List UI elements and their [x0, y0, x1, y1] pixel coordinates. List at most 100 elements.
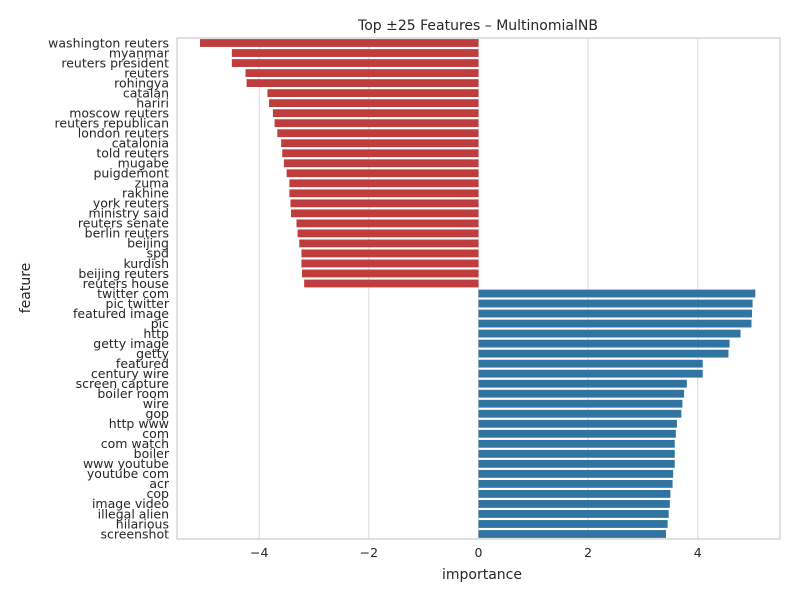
bar: [478, 409, 682, 418]
bar: [231, 59, 479, 67]
y-tick-label: pic twitter: [106, 296, 170, 311]
bar: [478, 490, 671, 498]
plot-frame: [176, 37, 781, 540]
bar: [478, 359, 703, 368]
y-tick-label: boiler: [134, 446, 170, 461]
bar: [297, 229, 479, 238]
y-tick-label: twitter com: [97, 286, 169, 301]
bar: [289, 189, 479, 198]
bar: [272, 109, 479, 118]
bar: [231, 49, 479, 57]
y-tick-label: image video: [92, 496, 169, 511]
bar: [282, 149, 479, 158]
bar: [246, 79, 479, 87]
y-tick-label: cop: [147, 486, 170, 501]
bar: [478, 500, 670, 508]
bar: [267, 89, 479, 98]
bar: [283, 159, 479, 168]
bar: [478, 530, 666, 538]
y-tick-label: getty: [136, 346, 169, 361]
y-tick-label: www youtube: [83, 456, 169, 471]
bar: [478, 389, 685, 398]
bar: [478, 419, 677, 428]
y-tick-label: http www: [109, 416, 169, 431]
y-tick-label: pic: [151, 316, 169, 331]
bar: [478, 429, 676, 438]
x-axis-label: importance: [442, 567, 522, 583]
bar: [274, 119, 479, 128]
bar: [301, 259, 479, 268]
bar: [478, 520, 668, 528]
y-tick-label: gop: [145, 406, 169, 421]
bar: [301, 269, 479, 278]
y-tick-label: featured: [116, 356, 169, 371]
y-tick-label: catalan: [123, 85, 169, 100]
bar: [245, 69, 479, 77]
bar: [478, 299, 753, 308]
y-tick-label: reuters house: [83, 276, 170, 291]
bar: [478, 319, 752, 328]
x-tick-label: 4: [694, 545, 702, 560]
y-tick-label: moscow reuters: [69, 105, 169, 120]
y-tick-label: washington reuters: [48, 35, 169, 50]
bar: [478, 439, 675, 448]
y-tick-label: ministry said: [88, 206, 169, 221]
bar: [478, 379, 687, 388]
bar: [478, 449, 675, 458]
y-tick-label: hariri: [136, 95, 169, 110]
y-tick-label: hilarious: [116, 516, 169, 531]
x-tick-label: −4: [250, 545, 268, 560]
y-tick-label: reuters president: [61, 55, 169, 70]
y-axis-label: feature: [18, 263, 34, 314]
bar: [304, 279, 479, 288]
bar: [296, 219, 479, 228]
y-tick-label: reuters senate: [78, 216, 169, 231]
bar: [478, 289, 756, 298]
bar: [286, 169, 479, 178]
bar: [478, 369, 703, 378]
y-tick-label: com: [142, 426, 169, 441]
bar: [291, 209, 479, 218]
y-tick-label: beijing reuters: [78, 266, 169, 281]
bar: [478, 479, 673, 488]
y-tick-label: mugabe: [118, 156, 170, 171]
y-tick-label: berlin reuters: [85, 226, 169, 241]
chart-title: Top ±25 Features – MultinomialNB: [357, 18, 598, 34]
y-tick-label: york reuters: [93, 196, 169, 211]
y-tick-label: beijing: [127, 236, 169, 251]
y-tick-label: illegal alien: [98, 506, 169, 521]
x-tick-label: −2: [360, 545, 378, 560]
x-tick-label: 2: [584, 545, 592, 560]
y-tick-label: youtube com: [87, 466, 169, 481]
y-tick-label: featured image: [73, 306, 169, 321]
bar: [277, 129, 479, 138]
y-tick-label: kurdish: [123, 256, 169, 271]
y-tick-label: reuters republican: [55, 115, 169, 130]
y-tick-label: spd: [147, 246, 169, 261]
y-tick-label: com watch: [101, 436, 169, 451]
bar: [290, 199, 479, 208]
bar: [299, 239, 479, 248]
y-tick-label: century wire: [91, 366, 169, 381]
y-tick-label: rohingya: [114, 75, 169, 90]
y-tick-label: myanmar: [109, 45, 170, 60]
bar: [478, 349, 729, 358]
y-tick-label: zuma: [135, 176, 169, 191]
bar: [289, 179, 479, 188]
y-tick-label: puigdemont: [93, 166, 169, 181]
bar: [301, 249, 479, 258]
bar: [478, 309, 753, 318]
bar: [478, 339, 730, 348]
y-tick-label: told reuters: [96, 146, 169, 161]
x-tick-label: 0: [475, 545, 483, 560]
y-tick-label: catalonia: [112, 136, 169, 151]
y-tick-label: screen capture: [76, 376, 170, 391]
y-tick-label: boiler room: [97, 386, 169, 401]
y-tick-label: screenshot: [100, 526, 169, 541]
bar: [200, 39, 479, 47]
y-tick-label: http: [143, 326, 169, 341]
bars: [200, 39, 756, 538]
x-tick-labels: −4 −2 0 2 4: [250, 545, 702, 560]
